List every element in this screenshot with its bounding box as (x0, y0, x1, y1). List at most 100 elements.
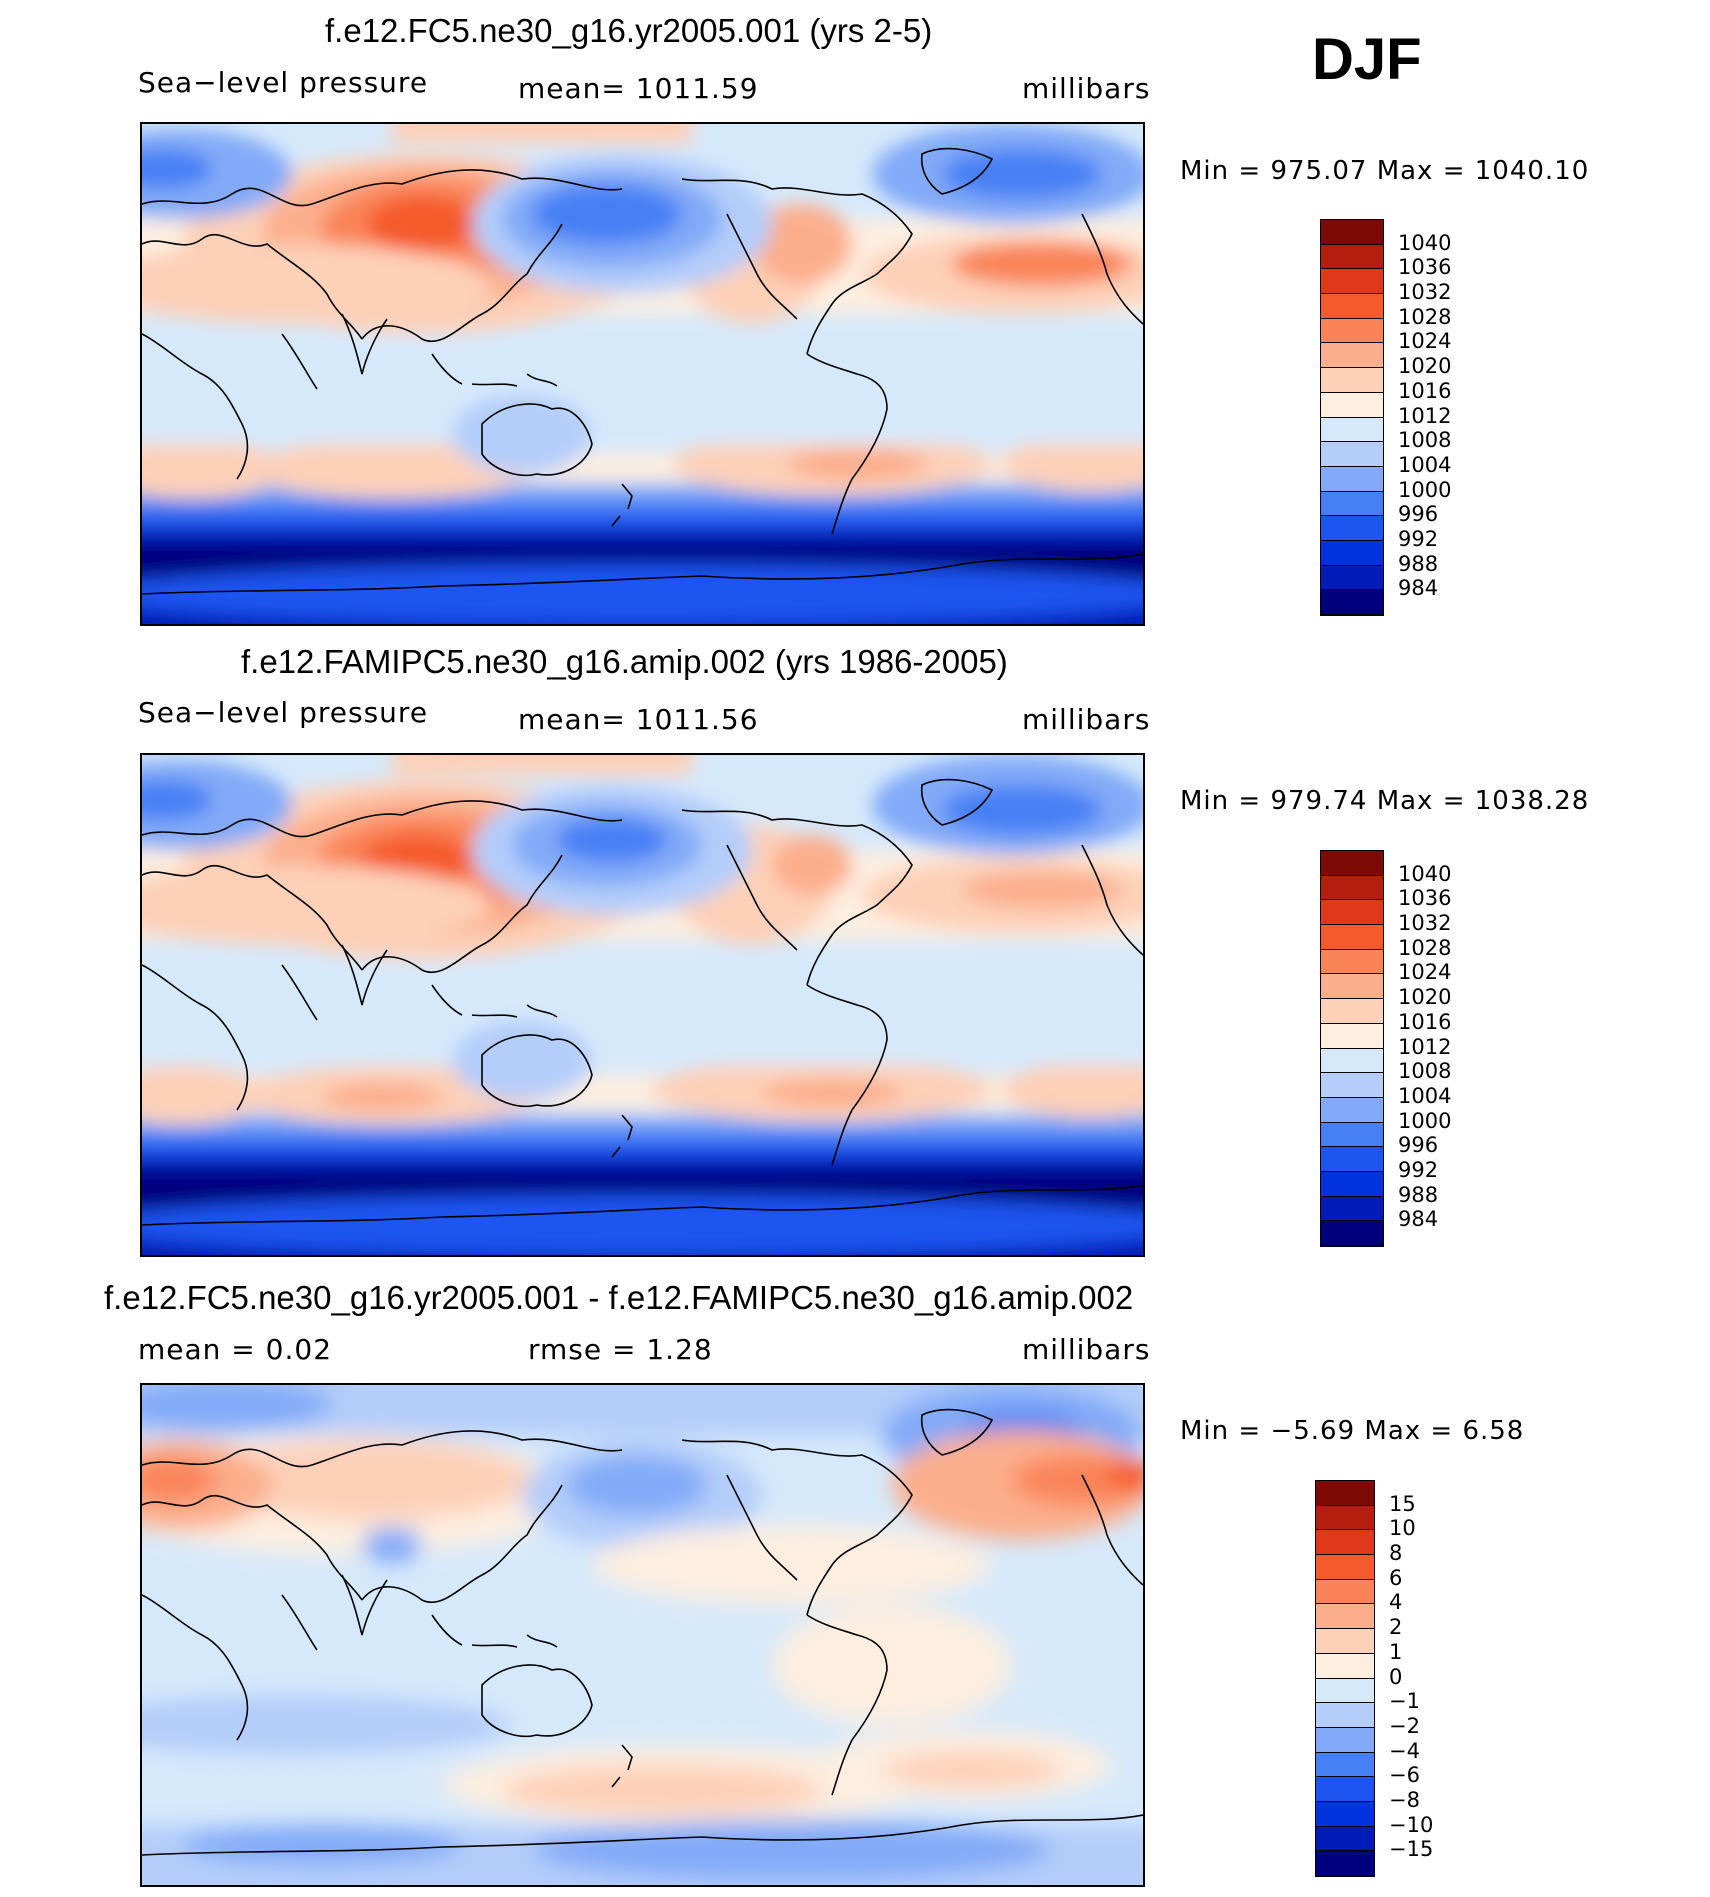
colorbar-level-label: 1012 (1398, 403, 1452, 428)
colorbar-level-label: 1028 (1398, 935, 1452, 960)
colorbar-swatch (1321, 1147, 1383, 1172)
colorbar-swatch (1321, 1073, 1383, 1098)
panel1-units-label: millibars (1022, 72, 1151, 105)
colorbar-swatch (1316, 1530, 1374, 1556)
panel3-map (140, 1383, 1145, 1887)
panel2-map (140, 753, 1145, 1257)
colorbar-level-label: 992 (1398, 1157, 1439, 1182)
colorbar-swatch (1321, 1097, 1383, 1123)
colorbar-level-label: −2 (1389, 1713, 1420, 1738)
colorbar-level-label: 1024 (1398, 960, 1452, 985)
colorbar-level-label: 8 (1389, 1541, 1403, 1566)
colorbar-level-label: 988 (1398, 1182, 1439, 1207)
colorbar-swatch (1316, 1579, 1374, 1605)
colorbar-swatch (1321, 516, 1383, 541)
colorbar-swatch (1321, 318, 1383, 344)
colorbar-swatch (1316, 1752, 1374, 1778)
colorbar-level-label: 6 (1389, 1565, 1403, 1590)
colorbar-swatch (1316, 1678, 1374, 1704)
colorbar-swatch (1321, 851, 1383, 876)
colorbar-level-label: 984 (1398, 576, 1439, 601)
colorbar-swatch (1321, 875, 1383, 901)
colorbar-level-label: −10 (1389, 1812, 1434, 1837)
colorbar-level-label: 1020 (1398, 354, 1452, 379)
colorbar-swatch (1321, 491, 1383, 517)
panel1-colorbar (1320, 219, 1384, 616)
colorbar-swatch (1321, 294, 1383, 319)
colorbar-swatch (1321, 1171, 1383, 1197)
panel3-rmse-label: rmse = 1.28 (528, 1333, 713, 1366)
colorbar-level-label: 1 (1389, 1639, 1403, 1664)
colorbar-level-label: 4 (1389, 1590, 1403, 1615)
colorbar-swatch (1316, 1777, 1374, 1802)
colorbar-level-label: 996 (1398, 502, 1439, 527)
panel3-mean-label: mean = 0.02 (138, 1333, 333, 1366)
colorbar-swatch (1321, 974, 1383, 1000)
colorbar-swatch (1321, 1048, 1383, 1074)
colorbar-level-label: −4 (1389, 1738, 1420, 1763)
colorbar-level-label: 1004 (1398, 452, 1452, 477)
colorbar-swatch (1316, 1555, 1374, 1580)
colorbar-level-label: 996 (1398, 1133, 1439, 1158)
colorbar-level-label: 1024 (1398, 329, 1452, 354)
colorbar-level-label: 1000 (1398, 1108, 1452, 1133)
colorbar-swatch (1321, 466, 1383, 492)
colorbar-swatch (1316, 1851, 1374, 1876)
colorbar-level-label: −1 (1389, 1689, 1420, 1714)
colorbar-level-label: 1040 (1398, 230, 1452, 255)
colorbar-swatch (1321, 565, 1383, 591)
colorbar-level-label: 1040 (1398, 861, 1452, 886)
colorbar-level-label: 15 (1389, 1491, 1416, 1516)
colorbar-swatch (1316, 1653, 1374, 1679)
panel1-map (140, 122, 1145, 626)
panel1-min-max: Min = 975.07 Max = 1040.10 (1180, 156, 1590, 186)
colorbar-swatch (1321, 925, 1383, 950)
colorbar-level-label: −15 (1389, 1837, 1434, 1862)
colorbar-level-label: 984 (1398, 1207, 1439, 1232)
colorbar-level-label: −6 (1389, 1763, 1420, 1788)
colorbar-swatch (1321, 442, 1383, 467)
colorbar-swatch (1321, 999, 1383, 1024)
colorbar-level-label: 1020 (1398, 985, 1452, 1010)
colorbar-swatch (1321, 1221, 1383, 1246)
colorbar-swatch (1321, 900, 1383, 926)
colorbar-swatch (1316, 1826, 1374, 1852)
season-label: DJF (1312, 27, 1422, 92)
colorbar-swatch (1321, 590, 1383, 615)
panel2-units-label: millibars (1022, 703, 1151, 736)
colorbar-level-label: 1016 (1398, 1009, 1452, 1034)
colorbar-level-label: 10 (1389, 1516, 1416, 1541)
panel1-mean-label: mean= 1011.59 (518, 72, 759, 105)
colorbar-level-label: 1032 (1398, 280, 1452, 305)
colorbar-level-label: −8 (1389, 1787, 1420, 1812)
colorbar-swatch (1316, 1604, 1374, 1630)
colorbar-swatch (1321, 1196, 1383, 1222)
colorbar-swatch (1321, 540, 1383, 566)
colorbar-swatch (1321, 1122, 1383, 1148)
panel1-variable-label: Sea−level pressure (138, 66, 429, 99)
colorbar-swatch (1316, 1481, 1374, 1506)
colorbar-level-label: 992 (1398, 526, 1439, 551)
colorbar-swatch (1316, 1727, 1374, 1753)
colorbar-level-label: 1004 (1398, 1083, 1452, 1108)
colorbar-swatch (1321, 244, 1383, 270)
panel3-colorbar (1315, 1480, 1375, 1877)
panel2-variable-label: Sea−level pressure (138, 696, 429, 729)
panel3-min-max: Min = −5.69 Max = 6.58 (1180, 1416, 1525, 1446)
colorbar-swatch (1321, 343, 1383, 369)
colorbar-level-label: 1032 (1398, 911, 1452, 936)
panel2-mean-label: mean= 1011.56 (518, 703, 759, 736)
colorbar-swatch (1321, 1023, 1383, 1049)
colorbar-swatch (1321, 392, 1383, 418)
colorbar-level-label: 1012 (1398, 1034, 1452, 1059)
colorbar-level-label: 1008 (1398, 1059, 1452, 1084)
colorbar-swatch (1316, 1801, 1374, 1827)
colorbar-level-label: 1000 (1398, 477, 1452, 502)
colorbar-swatch (1316, 1505, 1374, 1531)
colorbar-swatch (1321, 949, 1383, 975)
colorbar-level-label: 1036 (1398, 255, 1452, 280)
panel3-units-label: millibars (1022, 1333, 1151, 1366)
colorbar-swatch (1316, 1703, 1374, 1728)
colorbar-level-label: 0 (1389, 1664, 1403, 1689)
colorbar-level-label: 988 (1398, 551, 1439, 576)
